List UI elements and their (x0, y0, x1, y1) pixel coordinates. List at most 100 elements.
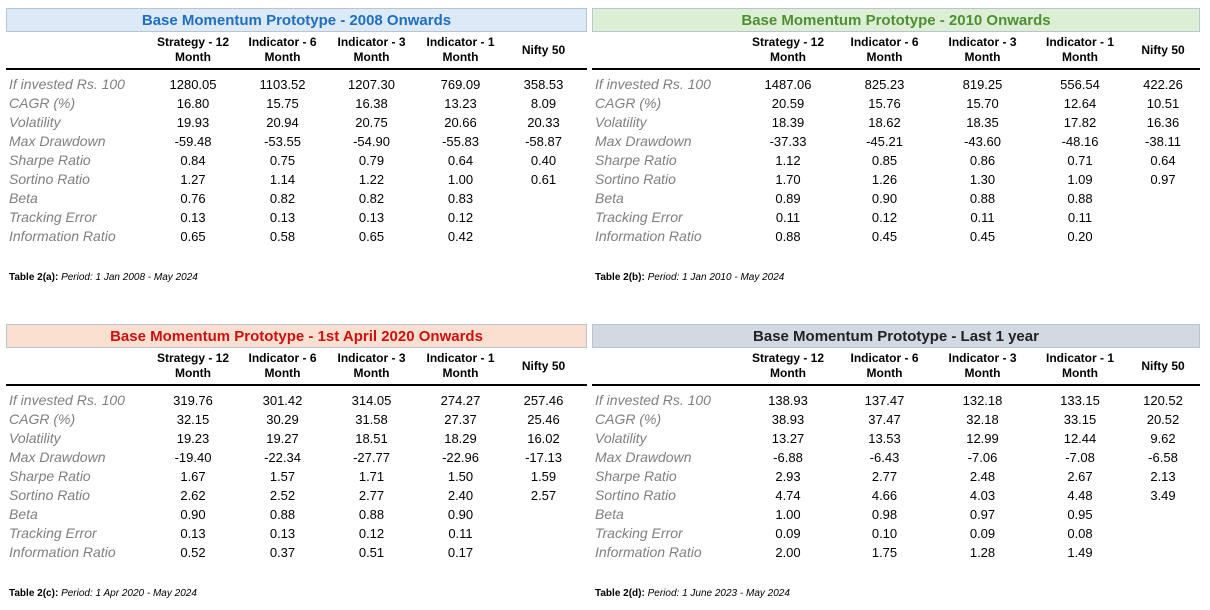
value-cell: 0.90 (871, 191, 898, 206)
metric-label: Beta (595, 190, 624, 206)
panel-title: Base Momentum Prototype - Last 1 year (592, 324, 1200, 348)
metric-label: CAGR (%) (595, 411, 662, 427)
value-cell: -17.13 (525, 450, 562, 465)
value-cell: 19.27 (266, 431, 299, 446)
value-cell: 0.86 (969, 153, 996, 168)
value-cell: 10.51 (1146, 96, 1180, 111)
value-cell: -54.90 (353, 134, 390, 149)
value-cell: 0.13 (358, 210, 385, 225)
table-row: Beta 0.76 0.82 0.82 0.83 (6, 189, 587, 208)
value-cell: 0.98 (871, 507, 898, 522)
metric-label: Tracking Error (9, 209, 97, 225)
value-cell (1126, 524, 1200, 543)
metric-label: If invested Rs. 100 (9, 392, 125, 408)
caption-text: Period: 1 June 2023 - May 2024 (647, 588, 790, 599)
value-cell: 16.02 (527, 431, 560, 446)
value-cell: 31.58 (355, 412, 388, 427)
table-row: Volatility 13.27 13.53 12.99 12.44 9.62 (592, 429, 1200, 448)
value-cell: 2.62 (180, 488, 206, 503)
metric-label: Beta (9, 190, 38, 206)
column-header: Indicator - 3 Month (931, 32, 1034, 70)
column-header: Indicator - 3 Month (931, 348, 1034, 386)
value-cell: -7.06 (967, 450, 998, 465)
table-caption: Table 2(d): Period: 1 June 2023 - May 20… (595, 588, 790, 599)
value-cell: 1207.30 (348, 77, 395, 92)
value-cell: 0.82 (269, 191, 296, 206)
value-cell (1126, 543, 1200, 562)
caption-label: Table 2(b): (595, 272, 645, 283)
value-cell: 0.95 (1067, 507, 1093, 522)
column-header: Indicator - 1 Month (421, 32, 500, 70)
metric-label: Volatility (9, 430, 61, 446)
value-cell: 1.49 (1067, 545, 1093, 560)
column-header: Indicator - 1 Month (1034, 348, 1126, 386)
table-row: Volatility 19.93 20.94 20.75 20.66 20.33 (6, 113, 587, 132)
value-cell: 0.13 (180, 526, 206, 541)
table-row: Max Drawdown -37.33 -45.21 -43.60 -48.16 -38.… (592, 132, 1200, 151)
value-cell: 0.51 (358, 545, 385, 560)
metric-label: Volatility (595, 430, 647, 446)
table-row: Tracking Error 0.09 0.10 0.09 0.08 (592, 524, 1200, 543)
value-cell: 1.22 (358, 172, 385, 187)
table-row: CAGR (%) 20.59 15.76 15.70 12.64 10.51 (592, 94, 1200, 113)
metric-label: Tracking Error (595, 525, 683, 541)
value-cell: -58.87 (525, 134, 562, 149)
value-cell: -59.48 (174, 134, 212, 149)
value-cell: 0.40 (530, 153, 557, 168)
table-row: Beta 0.89 0.90 0.88 0.88 (592, 189, 1200, 208)
value-cell: 137.47 (864, 393, 905, 408)
panel-2020: Base Momentum Prototype - 1st April 2020… (6, 324, 587, 562)
caption-text: Period: 1 Jan 2010 - May 2024 (647, 272, 785, 283)
value-cell: 133.15 (1060, 393, 1100, 408)
value-cell: 0.97 (969, 507, 996, 522)
table-row: Information Ratio 0.52 0.37 0.51 0.17 (6, 543, 587, 562)
header-corner (592, 32, 738, 70)
value-cell: -48.16 (1061, 134, 1099, 149)
header-corner (6, 32, 143, 70)
value-cell: 1.09 (1067, 172, 1093, 187)
value-cell: 0.97 (1150, 172, 1176, 187)
metric-label: Information Ratio (9, 544, 116, 560)
value-cell: 2.77 (358, 488, 385, 503)
value-cell: 2.52 (269, 488, 296, 503)
metric-label: Max Drawdown (9, 133, 106, 149)
value-cell: -27.77 (353, 450, 390, 465)
value-cell: 4.03 (969, 488, 996, 503)
metric-label: Sortino Ratio (595, 171, 676, 187)
metric-label: Information Ratio (9, 228, 116, 244)
value-cell: 1280.05 (169, 77, 217, 92)
value-cell: 0.88 (358, 507, 385, 522)
column-header: Indicator - 1 Month (1034, 32, 1126, 70)
value-cell: 0.45 (871, 229, 898, 244)
value-cell: 1.27 (180, 172, 206, 187)
value-cell: 0.90 (180, 507, 206, 522)
value-cell: 0.83 (447, 191, 474, 206)
column-header: Nifty 50 (1126, 32, 1200, 70)
table-row: Sortino Ratio 1.70 1.26 1.30 1.09 0.97 (592, 170, 1200, 189)
value-cell: 20.52 (1146, 412, 1180, 427)
metric-label: Volatility (595, 114, 647, 130)
value-cell: 0.71 (1067, 153, 1093, 168)
metric-label: Max Drawdown (9, 449, 106, 465)
table-row: Information Ratio 0.88 0.45 0.45 0.20 (592, 227, 1200, 246)
value-cell: 1.14 (269, 172, 296, 187)
value-cell (1126, 227, 1200, 246)
value-cell: 0.12 (358, 526, 385, 541)
table-row: Tracking Error 0.13 0.13 0.13 0.12 (6, 208, 587, 227)
value-cell: 0.88 (775, 229, 801, 244)
value-cell: -53.55 (264, 134, 301, 149)
column-header: Indicator - 3 Month (322, 32, 421, 70)
value-cell: 120.52 (1143, 393, 1183, 408)
table-row: Sharpe Ratio 1.12 0.85 0.86 0.71 0.64 (592, 151, 1200, 170)
value-cell: 2.67 (1067, 469, 1093, 484)
value-cell: 819.25 (962, 77, 1003, 92)
value-cell: 1103.52 (259, 77, 306, 92)
value-cell: 4.48 (1067, 488, 1093, 503)
column-header: Indicator - 6 Month (243, 348, 322, 386)
value-cell: 1.59 (530, 469, 557, 484)
value-cell: 0.88 (269, 507, 296, 522)
value-cell: 18.35 (966, 115, 999, 130)
metric-label: If invested Rs. 100 (9, 76, 125, 92)
value-cell: 0.82 (358, 191, 385, 206)
value-cell: 16.38 (355, 96, 388, 111)
